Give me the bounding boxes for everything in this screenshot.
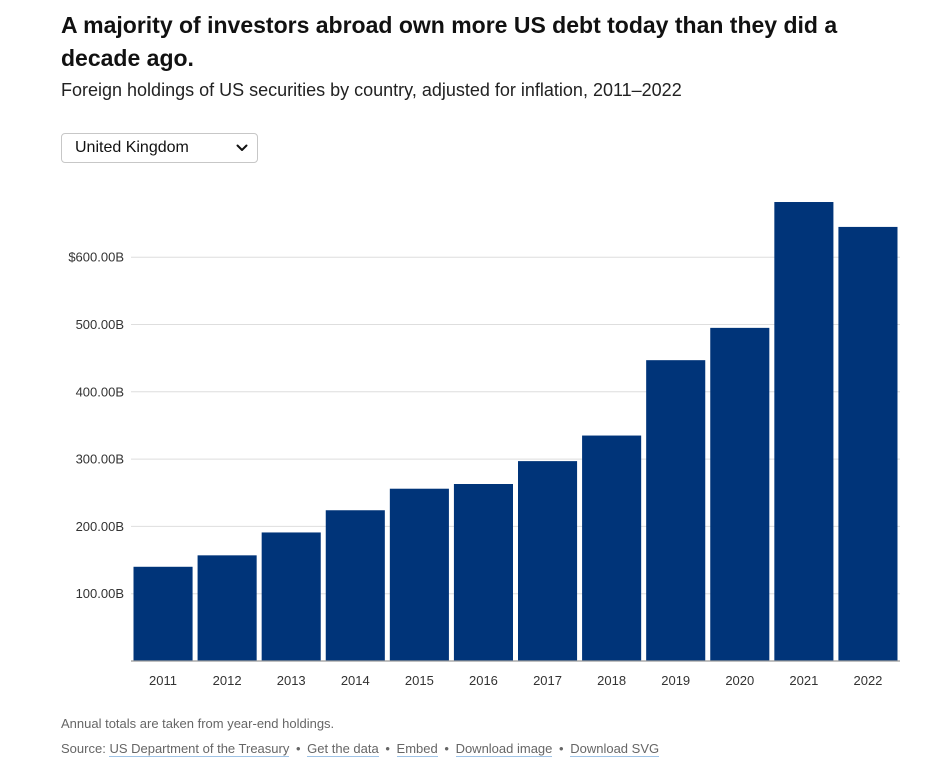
x-tick-label: 2015 (405, 673, 434, 688)
bar-2015[interactable] (389, 488, 449, 661)
bar-2017[interactable] (518, 461, 578, 661)
x-tick-label: 2022 (853, 673, 882, 688)
bar-2019[interactable] (646, 360, 706, 661)
x-tick-label: 2020 (725, 673, 754, 688)
chart-subtitle: Foreign holdings of US securities by cou… (61, 80, 682, 100)
x-tick-label: 2019 (661, 673, 690, 688)
separator: • (559, 741, 564, 756)
grid-lines (131, 256, 900, 595)
x-tick-label: 2014 (341, 673, 370, 688)
x-tick-label: 2016 (469, 673, 498, 688)
source-line: Source: US Department of the Treasury • … (61, 741, 660, 757)
bar-2014[interactable] (325, 510, 385, 661)
source-link-treasury[interactable]: US Department of the Treasury (109, 741, 290, 757)
embed-link[interactable]: Embed (396, 741, 438, 757)
bar-2021[interactable] (774, 202, 834, 661)
x-tick-label: 2018 (597, 673, 626, 688)
separator: • (385, 741, 390, 756)
separator: • (444, 741, 449, 756)
x-tick-label: 2011 (149, 673, 177, 688)
x-axis-ticks: 2011 2012 2013 2014 2015 2016 2017 2018 2019 2020… (149, 673, 882, 688)
country-select-value: United Kingdom (75, 139, 189, 156)
y-tick-label: 500.00B (76, 317, 124, 332)
x-tick-label: 2021 (789, 673, 818, 688)
chevron-down-icon (236, 144, 248, 151)
bar-chart: 100.00B 200.00B 300.00B 400.00B 500.00B $600.… (68, 202, 900, 688)
y-tick-label: 200.00B (76, 519, 124, 534)
download-image-link[interactable]: Download image (455, 741, 553, 757)
x-tick-label: 2012 (213, 673, 242, 688)
y-tick-label: $600.00B (68, 250, 124, 265)
bars (133, 202, 898, 662)
download-svg-link[interactable]: Download SVG (570, 741, 660, 757)
separator: • (295, 741, 301, 756)
bar-2016[interactable] (453, 484, 513, 661)
bar-2013[interactable] (261, 532, 321, 661)
chart-note: Annual totals are taken from year-end ho… (61, 716, 335, 731)
y-axis-ticks: 100.00B 200.00B 300.00B 400.00B 500.00B $600.… (68, 250, 124, 602)
bar-2018[interactable] (582, 435, 642, 661)
x-tick-label: 2017 (533, 673, 562, 688)
bar-2022[interactable] (838, 226, 898, 662)
country-select[interactable]: United Kingdom (61, 133, 258, 163)
bar-2020[interactable] (710, 327, 770, 661)
y-tick-label: 400.00B (76, 384, 124, 399)
bar-2011[interactable] (133, 566, 193, 661)
chart-title: A majority of investors abroad own more … (61, 12, 838, 71)
source-label: Source: (61, 741, 106, 756)
x-tick-label: 2013 (277, 673, 306, 688)
y-tick-label: 300.00B (76, 452, 124, 467)
bar-2012[interactable] (197, 555, 257, 661)
get-data-link[interactable]: Get the data (307, 741, 379, 757)
y-tick-label: 100.00B (76, 586, 124, 601)
